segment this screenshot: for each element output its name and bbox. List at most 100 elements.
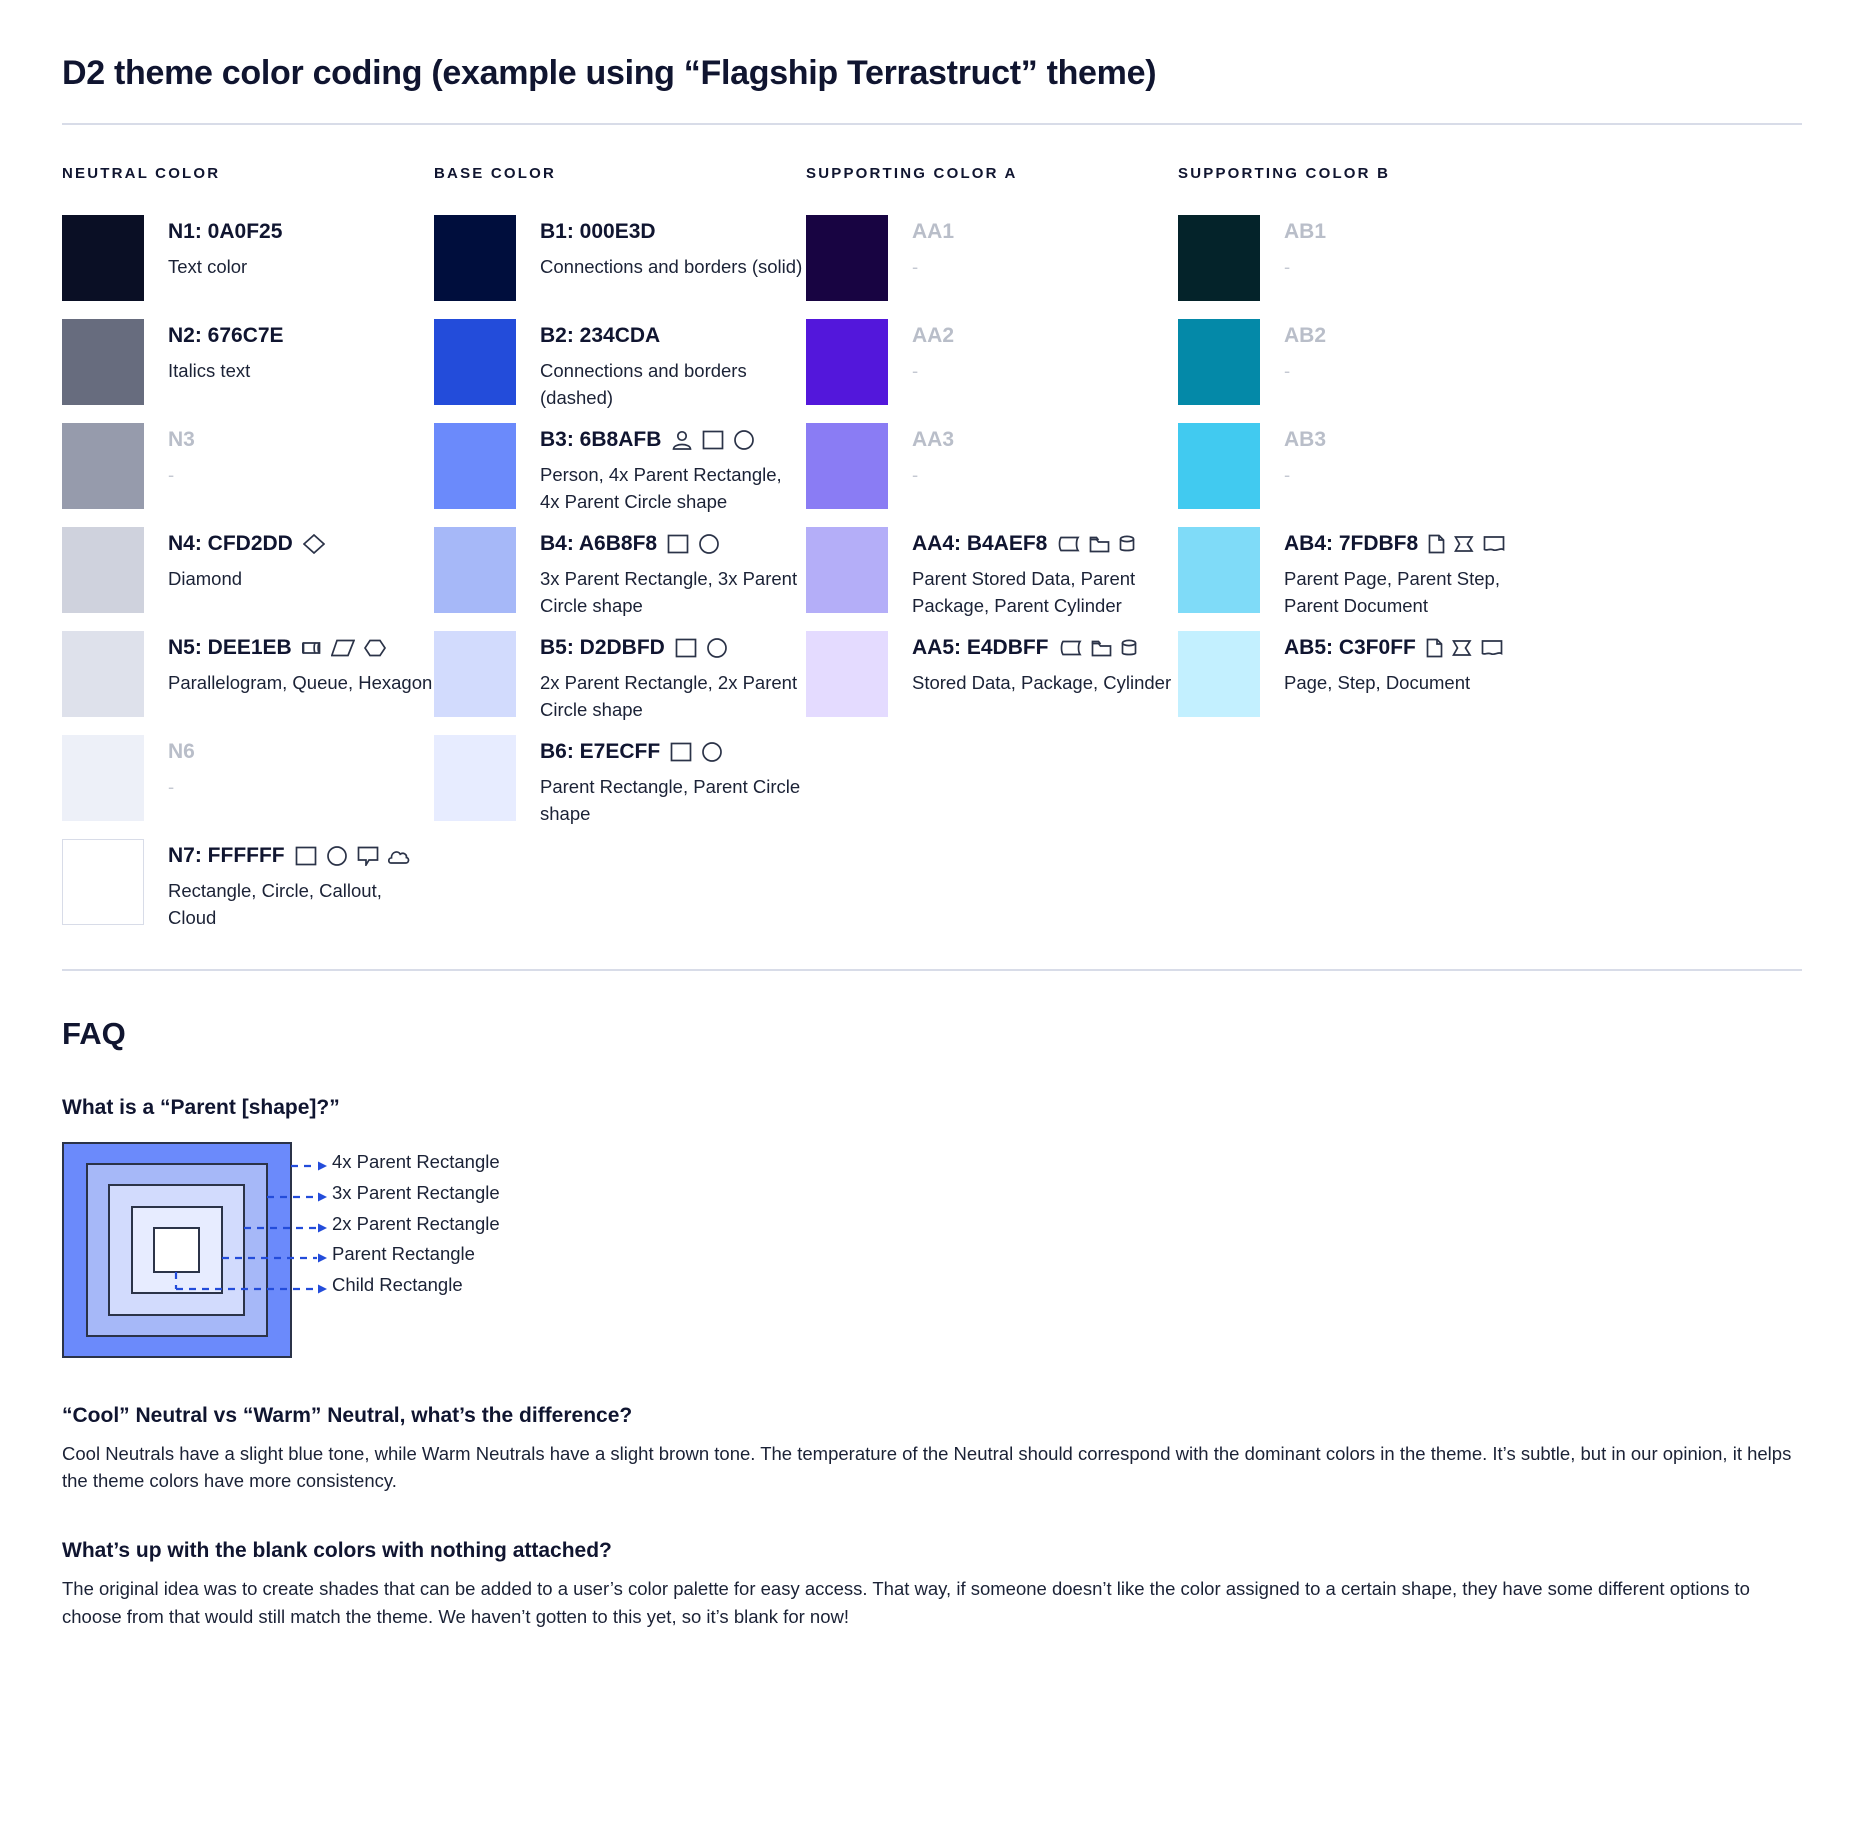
package-icon (1091, 638, 1112, 658)
faq-answer-blank-colors: The original idea was to create shades t… (62, 1578, 1750, 1627)
swatch-code-line: AA3 (912, 427, 1178, 453)
diamond-icon (302, 533, 325, 554)
color-swatch[interactable] (434, 734, 516, 821)
color-swatch[interactable] (1178, 318, 1260, 405)
shape-icon-group (1426, 638, 1503, 658)
color-swatch[interactable] (62, 838, 144, 925)
swatch-code: B2: 234CDA (540, 324, 661, 347)
color-swatch[interactable] (806, 630, 888, 717)
swatch-row: AB4: 7FDBF8 Parent Page, Parent Step, Par… (1178, 526, 1550, 631)
color-swatch[interactable] (62, 422, 144, 509)
rectangle-icon (670, 742, 692, 762)
swatch-description: Stored Data, Package, Cylinder (912, 671, 1172, 693)
swatch-code-line: B5: D2DBFD (540, 635, 806, 661)
swatch-code-line: N7: FFFFFF (168, 843, 434, 869)
swatch-list-neutral: N1: 0A0F25 Text color N2: 676C7E Italics te… (62, 214, 434, 943)
column-neutral-color: NEUTRAL COLOR N1: 0A0F25 Text color N2: 67… (62, 165, 434, 943)
swatch-meta: AA4: B4AEF8 Parent Stored Data, Parent Pa… (912, 527, 1178, 621)
swatch-description: Italics text (168, 359, 251, 381)
faq-question-parent-shape: What is a “Parent [shape]?” (62, 1095, 340, 1119)
swatch-row: N6 - (62, 734, 434, 839)
swatch-row: N2: 676C7E Italics text (62, 318, 434, 423)
diagram-label: Child Rectangle (332, 1273, 463, 1295)
swatch-meta: AA2 - (912, 319, 1178, 385)
swatch-description: - (912, 255, 919, 277)
color-swatch[interactable] (806, 526, 888, 613)
connector-arrow-2 (318, 1223, 327, 1232)
swatch-row: AB2 - (1178, 318, 1550, 423)
swatch-code-line: N2: 676C7E (168, 323, 434, 349)
color-swatch[interactable] (806, 214, 888, 301)
color-swatch[interactable] (62, 630, 144, 717)
swatch-list-base: B1: 000E3D Connections and borders (solid… (434, 214, 806, 839)
stored-data-icon (1059, 638, 1082, 658)
swatch-row: N3 - (62, 422, 434, 527)
column-supporting-color-b: SUPPORTING COLOR B AB1 - AB2 - AB3 - AB4: 7FDB… (1178, 165, 1550, 943)
swatch-code-line: N6 (168, 739, 434, 765)
faq-answer-cool-warm: Cool Neutrals have a slight blue tone, w… (62, 1442, 1792, 1492)
cylinder-icon (1119, 534, 1136, 554)
swatch-row: N1: 0A0F25 Text color (62, 214, 434, 319)
title-divider (62, 122, 1802, 125)
swatch-row: AA3 - (806, 422, 1178, 527)
circle-icon (326, 845, 348, 866)
swatch-row: B5: D2DBFD 2x Parent Rectangle, 2x Parent… (434, 630, 806, 735)
swatch-code-line: AA1 (912, 219, 1178, 245)
swatch-code-line: AB3 (1284, 427, 1550, 453)
swatch-meta: B1: 000E3D Connections and borders (solid… (540, 215, 806, 281)
nest-rect-child (153, 1226, 200, 1273)
color-swatch[interactable] (62, 526, 144, 613)
color-swatch[interactable] (434, 422, 516, 509)
swatch-code: AB2 (1284, 324, 1327, 347)
swatch-row: AB3 - (1178, 422, 1550, 527)
swatch-code: AB1 (1284, 220, 1327, 243)
diagram-label: 4x Parent Rectangle (332, 1150, 500, 1172)
swatch-meta: N6 - (168, 735, 434, 801)
color-swatch[interactable] (434, 214, 516, 301)
swatch-row: B3: 6B8AFB Person, 4x Parent Rectangle, 4… (434, 422, 806, 527)
parallelogram-icon (330, 638, 355, 658)
color-swatch[interactable] (1178, 630, 1260, 717)
color-swatch[interactable] (62, 214, 144, 301)
package-icon (1089, 534, 1110, 554)
swatch-description: Connections and borders (solid) (540, 255, 803, 277)
swatch-row: B1: 000E3D Connections and borders (solid… (434, 214, 806, 319)
swatch-description: Diamond (168, 567, 243, 589)
swatch-meta: N4: CFD2DD Diamond (168, 527, 434, 593)
swatch-code-line: B3: 6B8AFB (540, 427, 806, 453)
swatch-code: N3 (168, 428, 195, 451)
swatch-row: N4: CFD2DD Diamond (62, 526, 434, 631)
faq-title: FAQ (62, 1015, 126, 1051)
swatch-code-line: B1: 000E3D (540, 219, 806, 245)
shape-icon-group (667, 533, 720, 554)
swatch-code-line: B4: A6B8F8 (540, 531, 806, 557)
color-swatch[interactable] (62, 318, 144, 405)
diagram-label: 2x Parent Rectangle (332, 1212, 500, 1234)
circle-icon (733, 429, 755, 450)
document-icon (1481, 638, 1503, 658)
shape-icon-group (671, 429, 755, 450)
page-icon (1426, 638, 1443, 658)
swatch-row: N5: DEE1EB Parallelogram, Queue, Hexagon (62, 630, 434, 735)
swatch-meta: AB4: 7FDBF8 Parent Page, Parent Step, Par… (1284, 527, 1550, 621)
shape-icon-group (670, 741, 723, 762)
color-swatch[interactable] (434, 630, 516, 717)
swatch-meta: N1: 0A0F25 Text color (168, 215, 434, 281)
swatch-description: Parent Rectangle, Parent Circle shape (540, 775, 801, 825)
swatch-code: AB3 (1284, 428, 1327, 451)
swatch-code: N6 (168, 740, 195, 763)
color-swatch[interactable] (434, 318, 516, 405)
color-swatch[interactable] (1178, 422, 1260, 509)
color-swatch[interactable] (62, 734, 144, 821)
color-swatch[interactable] (806, 318, 888, 405)
swatch-row: AA2 - (806, 318, 1178, 423)
page-title: D2 theme color coding (example using “Fl… (62, 54, 1157, 92)
swatch-description: Person, 4x Parent Rectangle, 4x Parent C… (540, 463, 782, 513)
color-swatch[interactable] (434, 526, 516, 613)
swatch-code: AA3 (912, 428, 955, 451)
swatch-meta: B3: 6B8AFB Person, 4x Parent Rectangle, 4… (540, 423, 806, 517)
swatch-description: - (1284, 359, 1291, 381)
color-swatch[interactable] (1178, 214, 1260, 301)
color-swatch[interactable] (1178, 526, 1260, 613)
color-swatch[interactable] (806, 422, 888, 509)
